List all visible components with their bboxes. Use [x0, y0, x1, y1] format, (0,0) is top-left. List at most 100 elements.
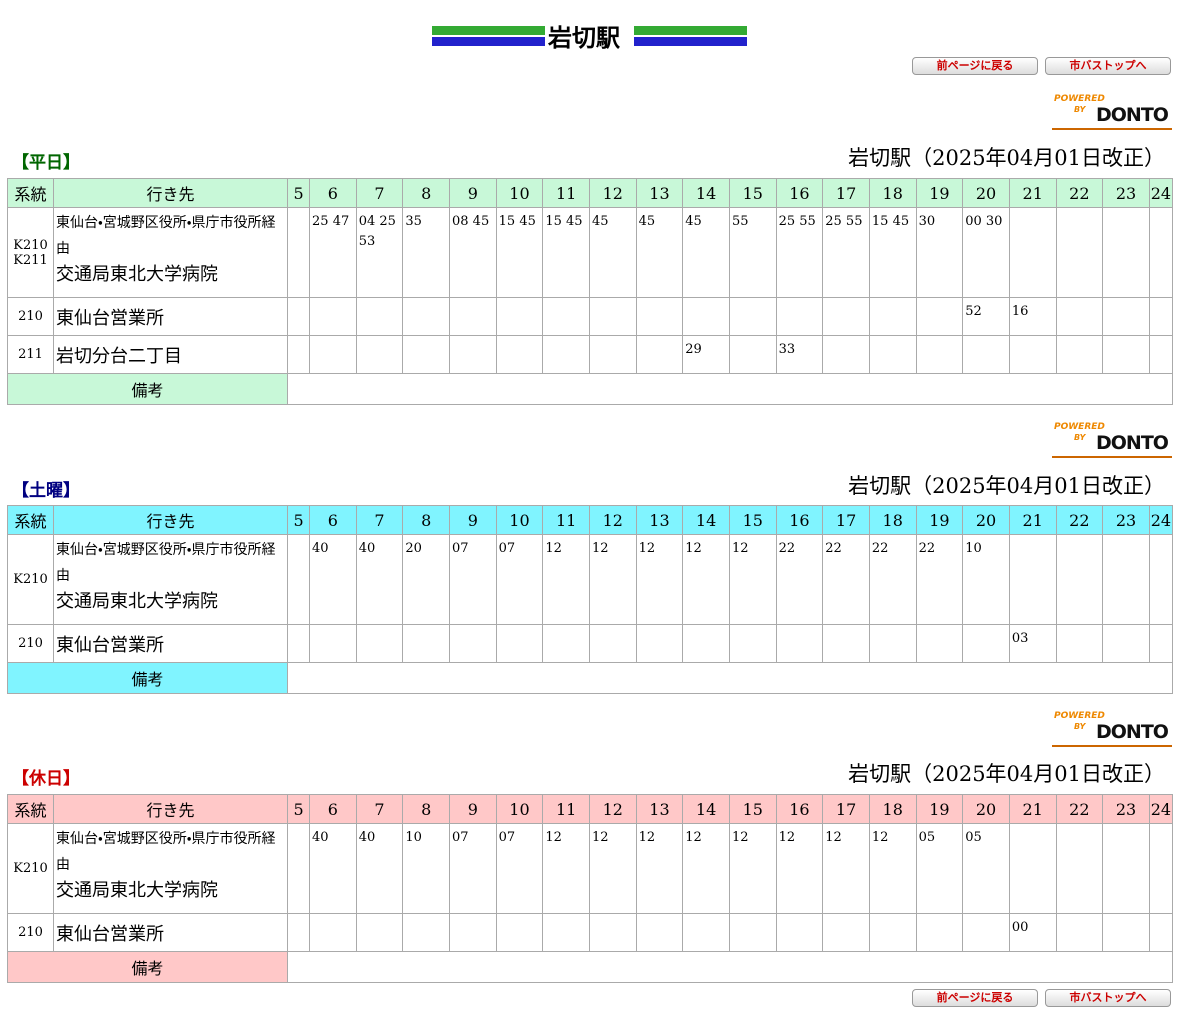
time-cell: [822, 297, 870, 336]
hour-cell: 9: [449, 794, 497, 824]
remarks-row: 備考: [6, 951, 1173, 983]
hour-cell: 23: [1102, 794, 1150, 824]
hour-cell: 15: [728, 794, 777, 824]
hour-cell: 7: [355, 505, 404, 535]
time-cell: [868, 335, 917, 374]
hour-cell: 17: [822, 178, 870, 208]
hour-cell: 24: [1148, 178, 1174, 208]
time-cell: [1008, 335, 1057, 374]
time-cell: [402, 297, 450, 336]
header-row: 系統 行き先 5 6 7 8 9 10 11 12 13 14 15 16 17 18 19 20 21 22 23 24: [7, 505, 1174, 535]
time-cell: [635, 297, 684, 336]
time-cell: [287, 335, 311, 374]
time-cell: [588, 624, 637, 663]
time-cell: [728, 913, 777, 952]
time-cell: [635, 335, 684, 374]
time-cell: 12: [542, 823, 590, 914]
hour-cell: 11: [542, 794, 590, 824]
header-cell: 系統: [7, 794, 54, 824]
logo-by: BY: [1074, 433, 1086, 442]
hour-cell: 10: [495, 178, 544, 208]
route-cell: 211: [7, 335, 54, 374]
time-cell: 45: [682, 207, 730, 298]
time-cell: [868, 297, 917, 336]
time-cell: 12: [635, 534, 684, 625]
time-cell: [449, 624, 497, 663]
time-cell: 40: [309, 534, 357, 625]
destination: 東仙台営業所: [56, 308, 164, 329]
time-cell: 22: [822, 534, 870, 625]
remarks-label: 備考: [6, 373, 289, 405]
section-label: 【平日】: [12, 153, 80, 173]
hour-cell: 10: [495, 794, 544, 824]
time-cell: 35: [402, 207, 450, 298]
top-button[interactable]: 市バストップへ: [1045, 57, 1171, 75]
time-cell: [495, 335, 544, 374]
time-cell: [1148, 297, 1174, 336]
hour-cell: 13: [635, 178, 684, 208]
hour-cell: 17: [822, 794, 870, 824]
time-cell: 12: [588, 823, 637, 914]
route-row: K210 東仙台・宮城野区役所・県庁市役所経由 交通局東北大学病院 40 40 20 07 0…: [7, 534, 1174, 625]
section-heading: 岩切駅（2025年04月01日改正）: [848, 146, 1165, 170]
time-cell: 07: [495, 823, 544, 914]
section-label: 【休日】: [12, 769, 80, 789]
hour-cell: 23: [1102, 178, 1150, 208]
time-cell: [287, 913, 311, 952]
time-cell: 20: [402, 534, 450, 625]
hour-cell: 7: [355, 178, 404, 208]
remarks-row: 備考: [6, 662, 1173, 694]
destination-cell: 東仙台営業所: [52, 913, 289, 952]
back-button[interactable]: 前ページに戻る: [912, 57, 1038, 75]
hour-cell: 9: [449, 178, 497, 208]
time-cell: 05: [962, 823, 1010, 914]
time-cell: 12: [728, 534, 777, 625]
time-cell: [1102, 297, 1150, 336]
time-cell: 00 30: [962, 207, 1010, 298]
time-cell: [728, 297, 777, 336]
time-cell: [402, 624, 450, 663]
time-cell: [1102, 624, 1150, 663]
time-cell: [728, 335, 777, 374]
time-cell: [588, 297, 637, 336]
time-cell: 33: [775, 335, 824, 374]
time-cell: [287, 534, 311, 625]
time-cell: 12: [682, 823, 730, 914]
time-cell: [635, 624, 684, 663]
time-cell: 12: [822, 823, 870, 914]
header-row: 系統 行き先 5 6 7 8 9 10 11 12 13 14 15 16 17 18 19 20 21 22 23 24: [7, 178, 1174, 208]
hour-cell: 12: [588, 794, 637, 824]
time-cell: 29: [682, 335, 730, 374]
hour-cell: 11: [542, 505, 590, 535]
time-cell: [287, 624, 311, 663]
time-cell: [402, 335, 450, 374]
hour-cell: 6: [309, 178, 357, 208]
hour-cell: 21: [1008, 794, 1057, 824]
hour-cell: 20: [962, 505, 1010, 535]
time-cell: [355, 297, 404, 336]
time-cell: [495, 297, 544, 336]
remarks-label: 備考: [6, 662, 289, 694]
destination-cell: 東仙台営業所: [52, 297, 289, 336]
time-cell: [1008, 823, 1057, 914]
destination: 交通局東北大学病院: [56, 880, 218, 901]
time-cell: [962, 335, 1010, 374]
time-cell: 12: [635, 823, 684, 914]
time-cell: 00: [1008, 913, 1057, 952]
time-cell: 16: [1008, 297, 1057, 336]
back-button[interactable]: 前ページに戻る: [912, 989, 1038, 1007]
route-cell: 210: [7, 297, 54, 336]
hour-cell: 10: [495, 505, 544, 535]
timetable: 系統 行き先 5 6 7 8 9 10 11 12 13 14 15 16 17 18 19 20 21 22 23 24…: [6, 505, 1174, 694]
top-button[interactable]: 市バストップへ: [1045, 989, 1171, 1007]
time-cell: [542, 624, 590, 663]
time-cell: [355, 335, 404, 374]
time-cell: [1055, 624, 1104, 663]
hour-cell: 5: [287, 505, 311, 535]
time-cell: 25 55: [775, 207, 824, 298]
time-cell: [1148, 913, 1174, 952]
destination-cell: 東仙台・宮城野区役所・県庁市役所経由 交通局東北大学病院: [52, 207, 289, 298]
hour-cell: 22: [1055, 794, 1104, 824]
time-cell: [1148, 624, 1174, 663]
time-cell: 40: [309, 823, 357, 914]
